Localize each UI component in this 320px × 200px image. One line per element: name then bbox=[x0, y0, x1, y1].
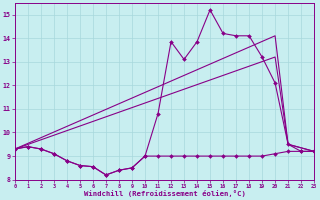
X-axis label: Windchill (Refroidissement éolien,°C): Windchill (Refroidissement éolien,°C) bbox=[84, 190, 245, 197]
